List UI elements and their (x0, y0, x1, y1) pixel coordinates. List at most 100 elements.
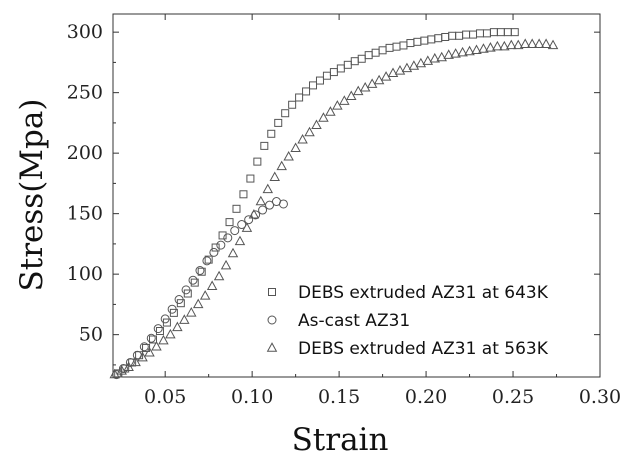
square-data-point (197, 267, 206, 276)
circle-data-point (146, 333, 156, 343)
circle-data-point (278, 199, 288, 209)
circle-data-point (188, 275, 198, 285)
triangle-data-point (519, 38, 531, 48)
legend-circle-marker (267, 315, 277, 325)
triangle-data-point (394, 65, 406, 75)
legend-triangle-marker (266, 342, 278, 352)
square-data-point (309, 81, 318, 90)
legend-entry-label: As-cast AZ31 (298, 311, 410, 331)
triangle-data-point (492, 40, 503, 51)
square-data-point (322, 71, 331, 80)
triangle-data-point (339, 95, 350, 105)
circle-data-point (230, 226, 240, 236)
triangle-data-point (297, 134, 308, 144)
x-tick-label: 0.10 (231, 386, 273, 408)
triangle-data-point (172, 321, 183, 332)
square-data-point (434, 34, 443, 43)
square-data-point (302, 87, 311, 96)
data-markers (109, 28, 559, 380)
triangle-data-point (123, 361, 134, 372)
square-data-point (413, 37, 422, 46)
triangle-data-point (130, 356, 141, 367)
triangle-data-point (165, 328, 176, 339)
square-data-point (489, 28, 498, 37)
x-tick-label: 0.05 (144, 386, 186, 408)
circle-data-point (202, 256, 212, 266)
square-data-point (420, 36, 429, 45)
square-data-point (455, 31, 464, 40)
triangle-data-point (533, 38, 545, 48)
y-tick-label: 50 (79, 324, 103, 346)
circle-data-point (181, 285, 191, 295)
triangle-data-point (248, 209, 260, 219)
square-data-point (469, 30, 478, 39)
x-axis-title: Strain (292, 422, 389, 456)
square-data-point (211, 243, 220, 252)
triangle-data-point (401, 62, 413, 73)
square-data-point (246, 174, 255, 183)
square-data-point (281, 109, 290, 118)
square-data-point (218, 231, 227, 240)
circle-data-point (223, 233, 233, 243)
square-data-point (448, 31, 457, 40)
triangle-data-point (290, 142, 301, 153)
square-data-point (260, 141, 269, 150)
triangle-data-point (192, 298, 204, 309)
square-data-point (462, 30, 471, 39)
y-tick-label: 250 (67, 82, 103, 104)
triangle-data-point (540, 38, 552, 48)
triangle-data-point (304, 126, 315, 137)
square-data-point (315, 76, 324, 85)
square-data-point (295, 93, 304, 102)
triangle-data-point (241, 222, 253, 232)
square-data-point (343, 60, 352, 69)
square-data-point (427, 35, 436, 44)
triangle-data-point (436, 51, 447, 62)
square-data-point (204, 255, 213, 264)
square-data-point (357, 54, 366, 63)
triangle-data-point (332, 100, 343, 110)
square-data-point (336, 64, 345, 73)
square-data-point (267, 129, 276, 138)
legend-square-marker (268, 288, 276, 296)
square-data-point (274, 118, 283, 127)
triangle-data-point (415, 57, 427, 68)
circle-data-point (167, 304, 177, 314)
square-data-point (155, 327, 164, 336)
triangle-data-point (318, 112, 329, 122)
triangle-data-point (346, 90, 357, 100)
square-data-point (232, 204, 241, 213)
triangle-data-point (262, 183, 274, 194)
triangle-data-point (499, 40, 510, 51)
square-data-point (385, 43, 394, 52)
triangle-data-point (220, 259, 232, 270)
square-data-point (496, 28, 505, 37)
square-data-point (190, 278, 199, 287)
triangle-data-point (450, 48, 461, 58)
y-tick-label: 200 (67, 142, 103, 164)
triangle-data-point (485, 42, 496, 52)
square-data-point (378, 46, 387, 55)
triangle-data-point (179, 314, 190, 324)
triangle-data-point (311, 119, 322, 130)
square-data-point (371, 48, 380, 57)
square-data-point (288, 100, 297, 109)
square-data-point (149, 335, 158, 344)
x-tick-label: 0.15 (318, 386, 360, 408)
circle-data-point (195, 266, 205, 276)
square-data-point (406, 39, 415, 48)
square-data-point (329, 68, 338, 77)
triangle-data-point (158, 334, 169, 345)
circle-data-point (153, 324, 163, 334)
axis-ticks: 0.05 0.10 0.15 0.20 0.25 0.30 50 100 150 200 250 30… (67, 14, 621, 408)
triangle-data-point (269, 171, 280, 182)
triangle-data-point (234, 235, 246, 246)
square-data-point (441, 32, 450, 41)
square-data-point (399, 41, 408, 50)
triangle-data-point (547, 39, 559, 50)
plot-frame (112, 13, 601, 378)
x-tick-label: 0.20 (405, 386, 447, 408)
triangle-data-point (213, 270, 225, 281)
